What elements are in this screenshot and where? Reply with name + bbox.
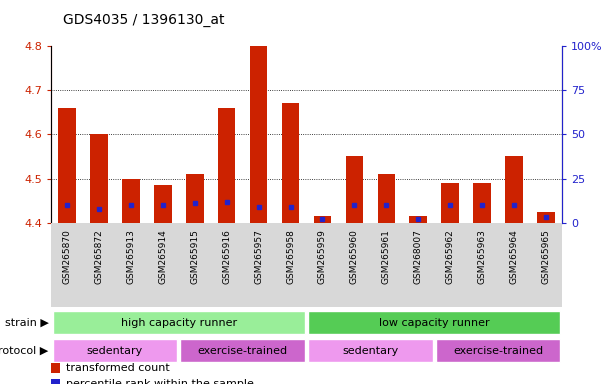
Text: GSM265964: GSM265964 xyxy=(510,230,519,284)
Bar xyxy=(51,379,60,384)
Bar xyxy=(377,174,395,223)
Bar xyxy=(186,174,204,223)
Text: GSM265960: GSM265960 xyxy=(350,230,359,285)
Bar xyxy=(441,183,459,223)
Text: GSM265914: GSM265914 xyxy=(158,230,167,284)
Bar xyxy=(409,216,427,223)
Text: exercise-trained: exercise-trained xyxy=(453,346,543,356)
Text: GSM265958: GSM265958 xyxy=(286,230,295,285)
Text: protocol ▶: protocol ▶ xyxy=(0,346,49,356)
Text: GDS4035 / 1396130_at: GDS4035 / 1396130_at xyxy=(63,13,225,27)
Text: GSM268007: GSM268007 xyxy=(413,230,423,285)
Text: GSM265965: GSM265965 xyxy=(542,230,551,285)
Bar xyxy=(346,157,363,223)
Bar xyxy=(51,363,60,373)
Text: GSM265959: GSM265959 xyxy=(318,230,327,285)
Bar xyxy=(308,339,433,362)
Bar xyxy=(314,216,331,223)
Text: transformed count: transformed count xyxy=(66,364,170,374)
Text: low capacity runner: low capacity runner xyxy=(379,318,490,328)
Bar xyxy=(122,179,139,223)
Bar xyxy=(154,185,172,223)
Text: GSM265915: GSM265915 xyxy=(191,230,200,285)
Bar xyxy=(53,339,177,362)
Text: high capacity runner: high capacity runner xyxy=(121,318,237,328)
Bar xyxy=(474,183,491,223)
Bar xyxy=(537,212,555,223)
Bar xyxy=(505,157,523,223)
Text: GSM265957: GSM265957 xyxy=(254,230,263,285)
Bar xyxy=(180,339,305,362)
Text: exercise-trained: exercise-trained xyxy=(198,346,288,356)
Text: GSM265872: GSM265872 xyxy=(94,230,103,284)
Bar xyxy=(308,311,560,334)
Text: sedentary: sedentary xyxy=(342,346,398,356)
Bar xyxy=(282,104,299,223)
Text: GSM265962: GSM265962 xyxy=(446,230,455,284)
Bar xyxy=(250,46,267,223)
Text: GSM265961: GSM265961 xyxy=(382,230,391,285)
Bar xyxy=(218,108,236,223)
Text: GSM265916: GSM265916 xyxy=(222,230,231,285)
Bar xyxy=(90,134,108,223)
Text: sedentary: sedentary xyxy=(87,346,143,356)
Text: percentile rank within the sample: percentile rank within the sample xyxy=(66,379,254,384)
Bar xyxy=(53,311,305,334)
Text: GSM265913: GSM265913 xyxy=(126,230,135,285)
Text: GSM265963: GSM265963 xyxy=(478,230,487,285)
Text: strain ▶: strain ▶ xyxy=(5,318,49,328)
Text: GSM265870: GSM265870 xyxy=(63,230,72,285)
Bar xyxy=(436,339,560,362)
Bar xyxy=(58,108,76,223)
